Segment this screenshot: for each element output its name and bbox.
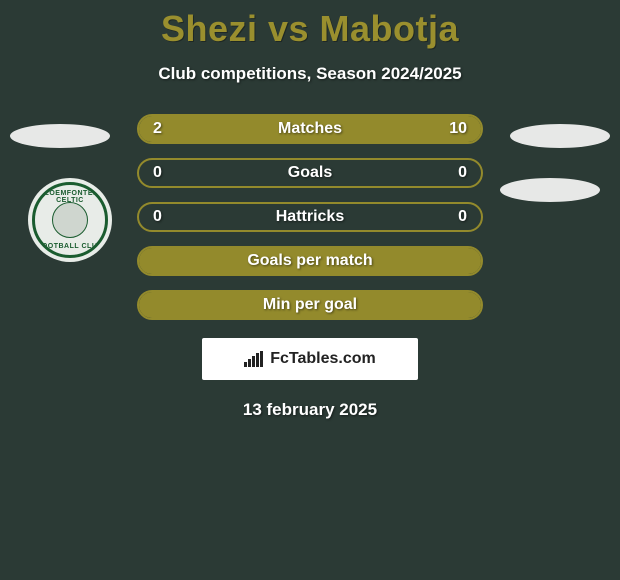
stat-value-left: 2 [153,120,162,138]
subtitle: Club competitions, Season 2024/2025 [0,64,620,84]
bar-chart-icon [244,351,264,367]
stat-row: 0 Hattricks 0 [137,202,483,232]
stat-value-right: 0 [458,164,467,182]
placeholder-ellipse-left [10,124,110,148]
stat-label: Goals per match [247,252,372,270]
brand-text: FcTables.com [270,350,376,368]
stat-value-right: 0 [458,208,467,226]
stat-label: Matches [278,120,342,138]
club-logo-inner: BLOEMFONTEIN CELTIC FOOTBALL CLUB [32,182,108,258]
club-logo-center [52,202,88,238]
placeholder-ellipse-right-1 [510,124,610,148]
stat-row: Min per goal [137,290,483,320]
brand-box[interactable]: FcTables.com [202,338,418,380]
club-logo-text-top: BLOEMFONTEIN CELTIC [35,190,105,204]
stat-row: 2 Matches 10 [137,114,483,144]
stat-value-left: 0 [153,164,162,182]
date-label: 13 february 2025 [0,400,620,420]
stat-value-left: 0 [153,208,162,226]
page-title: Shezi vs Mabotja [0,0,620,50]
stat-row: Goals per match [137,246,483,276]
club-logo: BLOEMFONTEIN CELTIC FOOTBALL CLUB [28,178,112,262]
stat-fill-left [139,116,194,142]
placeholder-ellipse-right-2 [500,178,600,202]
stat-label: Min per goal [263,296,357,314]
stat-value-right: 10 [449,120,467,138]
stat-label: Goals [288,164,332,182]
stat-label: Hattricks [276,208,344,226]
club-logo-text-bottom: FOOTBALL CLUB [35,243,105,250]
stat-row: 0 Goals 0 [137,158,483,188]
